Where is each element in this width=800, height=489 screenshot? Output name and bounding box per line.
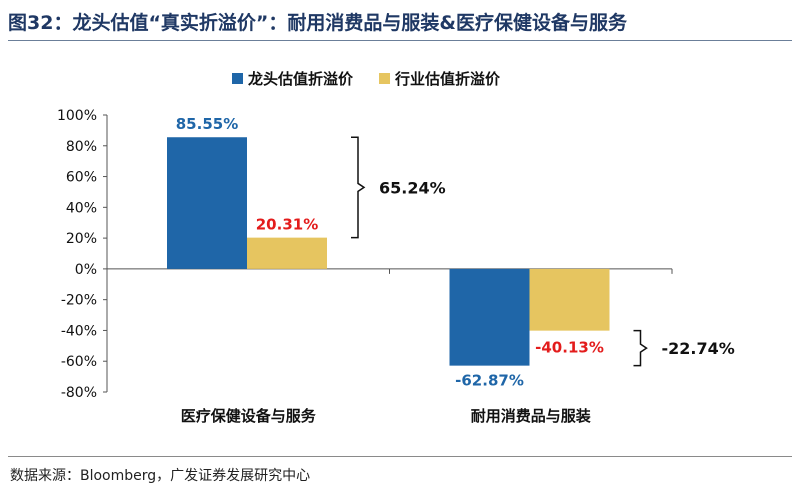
y-tick-label: 0%	[75, 262, 97, 278]
difference-bracket	[351, 136, 366, 239]
legend-swatch	[379, 73, 391, 84]
difference-label: 65.24%	[379, 178, 446, 197]
difference-label: -22.74%	[662, 339, 735, 358]
source-rule	[8, 456, 792, 457]
legend-label: 龙头估值折溢价	[247, 70, 354, 88]
difference-bracket	[633, 329, 648, 367]
x-tick-label: 医疗保健设备与服务	[181, 407, 317, 425]
bar	[449, 268, 530, 366]
y-tick-label: 40%	[66, 200, 97, 216]
x-tick-label: 耐用消费品与服装	[471, 407, 592, 425]
bar	[529, 268, 610, 331]
legend-label: 行业估值折溢价	[394, 70, 501, 88]
bar	[247, 237, 327, 269]
y-tick-label: 80%	[66, 139, 97, 155]
title-rule	[8, 40, 792, 41]
y-tick-label: 60%	[66, 170, 97, 186]
bar	[167, 137, 247, 269]
data-label: -40.13%	[535, 339, 604, 357]
y-tick-label: -40%	[61, 323, 97, 339]
data-label: 20.31%	[256, 216, 318, 234]
y-tick-label: 100%	[57, 108, 97, 124]
y-tick-label: -20%	[61, 293, 97, 309]
y-tick-label: -80%	[61, 385, 97, 401]
y-tick-label: 20%	[66, 231, 97, 247]
data-label: 85.55%	[176, 115, 238, 133]
data-label: -62.87%	[455, 372, 524, 390]
y-tick-label: -60%	[61, 354, 97, 370]
figure-title: 图32：龙头估值“真实折溢价”：耐用消费品与服装&医疗保健设备与服务	[8, 12, 627, 34]
legend-swatch	[232, 73, 243, 84]
bar-chart: 龙头估值折溢价 行业估值折溢价 100% 80% 60% 40% 20% 0% -20% -40%…	[57, 70, 735, 425]
source-note: 数据来源：Bloomberg，广发证券发展研究中心	[10, 468, 311, 484]
